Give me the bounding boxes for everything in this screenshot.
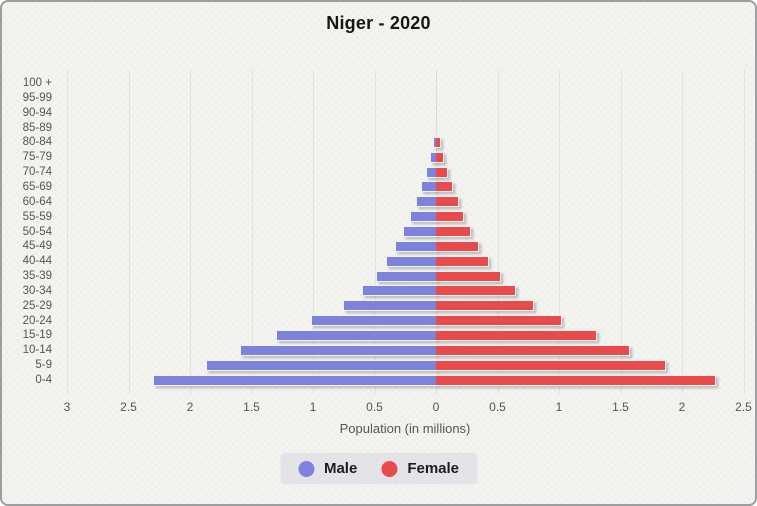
- male-bar-20-24[interactable]: [310, 315, 437, 327]
- female-bar-15-19[interactable]: [436, 329, 597, 341]
- age-group-label: 100 +: [22, 77, 52, 89]
- male-bar-75-79[interactable]: [429, 151, 437, 163]
- age-group-label: 95-99: [22, 91, 52, 104]
- male-bar-30-34[interactable]: [362, 285, 437, 297]
- age-group-label: 30-34: [22, 284, 52, 297]
- gridline: [190, 70, 191, 394]
- x-tick-label: 2.5: [735, 400, 752, 414]
- male-bar-35-39[interactable]: [375, 270, 437, 282]
- female-bar-45-49[interactable]: [436, 240, 479, 252]
- x-tick-label: 1: [555, 400, 563, 414]
- legend: Male Female: [279, 453, 478, 484]
- x-tick-label: 1.5: [243, 400, 260, 414]
- female-bar-55-59[interactable]: [436, 211, 465, 223]
- age-group-label: 0-4: [35, 374, 52, 386]
- chart-title: Niger - 2020: [326, 13, 431, 33]
- male-bar-65-69[interactable]: [421, 181, 437, 193]
- female-bar-20-24[interactable]: [436, 315, 563, 327]
- gridline: [128, 70, 130, 394]
- male-bar-15-19[interactable]: [276, 329, 437, 341]
- gridline: [67, 70, 68, 394]
- female-bar-80-84[interactable]: [436, 136, 441, 148]
- x-tick-label: 2: [678, 400, 686, 414]
- age-group-label: 10-14: [22, 344, 52, 357]
- female-legend-label: Female: [407, 460, 460, 477]
- age-group-label: 20-24: [22, 314, 52, 327]
- male-bar-45-49[interactable]: [395, 240, 437, 252]
- gridline: [743, 70, 745, 394]
- gridline: [251, 70, 253, 394]
- female-bar-0-4[interactable]: [436, 374, 717, 386]
- x-tick-label: 1.5: [612, 400, 629, 414]
- male-bar-60-64[interactable]: [416, 196, 437, 208]
- male-bar-55-59[interactable]: [410, 211, 437, 223]
- male-bar-25-29[interactable]: [342, 300, 437, 312]
- male-legend-dot-icon: [297, 460, 314, 477]
- male-bar-0-4[interactable]: [153, 374, 437, 386]
- x-tick-label: 1: [309, 400, 317, 414]
- female-bar-70-74[interactable]: [436, 166, 449, 178]
- x-tick-label: 3: [63, 400, 71, 414]
- age-group-label: 75-79: [22, 151, 52, 164]
- age-group-label: 25-29: [22, 299, 52, 312]
- male-bar-5-9[interactable]: [205, 359, 437, 371]
- age-group-label: 85-89: [22, 121, 52, 134]
- age-group-label: 80-84: [22, 136, 52, 149]
- x-tick-label: 2: [186, 400, 194, 414]
- female-bar-65-69[interactable]: [436, 181, 453, 193]
- male-bar-40-44[interactable]: [385, 255, 437, 267]
- x-tick-label: 0: [432, 400, 440, 414]
- male-bar-70-74[interactable]: [426, 166, 437, 178]
- female-bar-50-54[interactable]: [436, 226, 472, 237]
- male-bar-10-14[interactable]: [240, 344, 437, 356]
- female-bar-25-29[interactable]: [436, 300, 535, 312]
- x-tick-label: 0.5: [489, 400, 506, 414]
- female-bar-75-79[interactable]: [436, 151, 445, 163]
- female-bar-60-64[interactable]: [436, 196, 460, 208]
- female-bar-10-14[interactable]: [436, 344, 631, 356]
- age-group-label: 50-54: [22, 225, 52, 238]
- age-group-label: 65-69: [22, 180, 52, 193]
- gridline: [559, 70, 560, 394]
- male-legend-label: Male: [323, 460, 358, 477]
- female-bar-35-39[interactable]: [436, 270, 501, 282]
- female-legend-dot-icon: [381, 460, 398, 477]
- gridline: [620, 70, 622, 394]
- age-group-label: 40-44: [22, 255, 52, 268]
- gridline: [313, 70, 314, 394]
- age-group-label: 60-64: [22, 195, 52, 208]
- age-group-label: 90-94: [22, 106, 52, 119]
- female-bar-5-9[interactable]: [436, 359, 666, 371]
- age-group-label: 70-74: [22, 166, 52, 179]
- age-group-label: 15-19: [22, 329, 52, 342]
- age-group-label: 5-9: [35, 359, 52, 372]
- x-tick-label: 0.5: [366, 400, 383, 414]
- x-axis-title: Population (in millions): [339, 421, 471, 436]
- gridline: [497, 70, 499, 394]
- gridline: [682, 70, 683, 394]
- age-group-label: 55-59: [22, 210, 52, 223]
- age-group-label: 45-49: [22, 240, 52, 253]
- age-group-label: 35-39: [22, 270, 52, 283]
- male-bar-50-54[interactable]: [402, 226, 437, 237]
- male-bar-80-84[interactable]: [432, 136, 437, 148]
- female-bar-40-44[interactable]: [436, 255, 489, 267]
- x-tick-label: 2.5: [120, 400, 137, 414]
- female-bar-30-34[interactable]: [436, 285, 516, 297]
- gridline: [374, 70, 376, 394]
